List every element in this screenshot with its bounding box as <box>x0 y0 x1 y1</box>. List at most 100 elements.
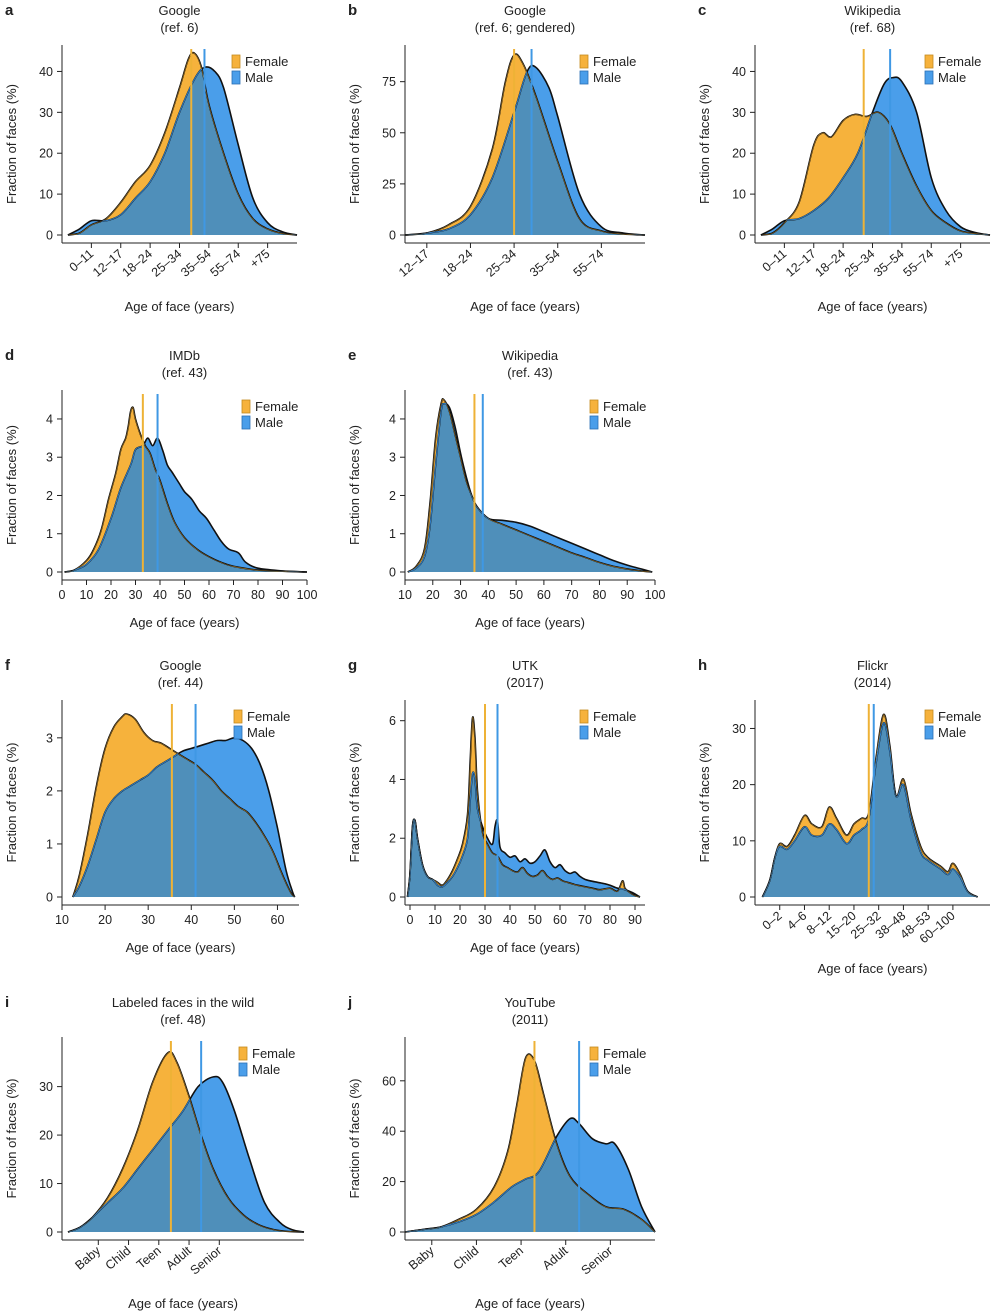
y-tick-label: 20 <box>732 778 746 792</box>
x-tick-label: Child <box>451 1244 482 1273</box>
x-tick-label: 55–74 <box>901 247 937 280</box>
panel-subtitle: (2011) <box>512 1012 549 1027</box>
y-axis-label: Fraction of faces (%) <box>697 84 712 204</box>
x-tick-label: 10 <box>398 588 412 602</box>
legend-female-swatch <box>924 54 934 69</box>
panel-e: e Wikipedia (ref. 43) 0 1 2 3 4 10 20 30 40 50 60 70 80… <box>347 347 665 630</box>
legend-female-swatch <box>233 709 243 724</box>
x-tick-label: 35–54 <box>178 247 214 280</box>
x-tick-label: 50 <box>528 913 542 927</box>
x-tick-label: Child <box>103 1244 134 1273</box>
legend-female-swatch <box>589 1046 599 1061</box>
legend-female-label: Female <box>593 54 636 69</box>
y-axis-label: Fraction of faces (%) <box>4 425 19 545</box>
legend-male-swatch <box>589 415 599 430</box>
legend-male-label: Male <box>938 70 966 85</box>
panel-subtitle: (ref. 48) <box>160 1012 206 1027</box>
y-axis-label: Fraction of faces (%) <box>347 1079 362 1199</box>
legend-female-label: Female <box>603 399 646 414</box>
legend-male-label: Male <box>252 1062 280 1077</box>
x-tick-label: 80 <box>592 588 606 602</box>
panel-title: UTK <box>512 658 538 673</box>
y-tick-label: 10 <box>732 834 746 848</box>
x-axis-label: Age of face (years) <box>128 1296 238 1311</box>
legend-female-label: Female <box>247 709 290 724</box>
panel-c: c Wikipedia(ref. 68)0102030400–1112–1718–… <box>697 2 991 314</box>
x-tick-label: Senior <box>188 1244 225 1278</box>
panel-a: a Google(ref. 6)0102030400–1112–1718–2425… <box>4 2 298 314</box>
y-tick-label: 40 <box>39 65 53 79</box>
legend-female-label: Female <box>603 1046 646 1061</box>
y-tick-label: 30 <box>39 1080 53 1094</box>
x-tick-label: 60 <box>553 913 567 927</box>
x-axis-label: Age of face (years) <box>126 940 236 955</box>
y-tick-label: 3 <box>46 731 53 745</box>
y-tick-label: 0 <box>389 891 396 905</box>
legend-female-swatch <box>238 1046 248 1061</box>
y-axis-label: Fraction of faces (%) <box>697 743 712 863</box>
panel-subtitle: (2014) <box>854 675 892 690</box>
legend-male-swatch <box>924 725 934 740</box>
legend-female-swatch <box>579 54 589 69</box>
x-tick-label: 60 <box>202 588 216 602</box>
panel-subtitle: (ref. 44) <box>158 675 204 690</box>
x-tick-label: 40 <box>153 588 167 602</box>
x-axis-label: Age of face (years) <box>818 961 928 976</box>
overlap-area <box>762 722 978 897</box>
y-tick-label: 30 <box>39 106 53 120</box>
panel-letter: a <box>5 2 14 19</box>
legend-female-swatch <box>231 54 241 69</box>
panel-subtitle: (ref. 68) <box>850 20 896 35</box>
panel-title: Wikipedia <box>844 3 901 18</box>
x-tick-label: 0–2 <box>760 909 785 933</box>
y-tick-label: 2 <box>46 489 53 503</box>
x-tick-label: 25–34 <box>149 247 185 280</box>
x-tick-label: 25–34 <box>842 247 878 280</box>
x-tick-label: 90 <box>276 588 290 602</box>
x-tick-label: 0 <box>407 913 414 927</box>
x-tick-label: 40 <box>184 913 198 927</box>
x-axis-label: Age of face (years) <box>130 615 240 630</box>
y-tick-label: 4 <box>46 412 53 426</box>
y-axis-label: Fraction of faces (%) <box>4 743 19 863</box>
x-tick-label: 40 <box>503 913 517 927</box>
legend-female-swatch <box>589 399 599 414</box>
x-tick-label: 50 <box>227 913 241 927</box>
x-tick-label: Senior <box>579 1244 616 1278</box>
panel-f: f Google (ref. 44) 0 1 2 3 10 20 30 40 50 60 Age of f… <box>4 657 299 955</box>
y-tick-label: 0 <box>389 566 396 580</box>
x-tick-label: 55–74 <box>208 247 244 280</box>
overlap-area <box>405 65 645 235</box>
y-tick-label: 20 <box>732 147 746 161</box>
y-tick-label: 6 <box>389 714 396 728</box>
x-tick-label: 20 <box>453 913 467 927</box>
panel-letter: j <box>347 994 352 1011</box>
y-tick-label: 4 <box>389 412 396 426</box>
panel-letter: b <box>348 2 357 19</box>
panel-letter: g <box>348 657 357 674</box>
x-axis-label: Age of face (years) <box>470 299 580 314</box>
y-axis-label: Fraction of faces (%) <box>347 743 362 863</box>
y-tick-label: 2 <box>46 784 53 798</box>
legend-male-swatch <box>238 1062 248 1077</box>
x-tick-label: 40 <box>481 588 495 602</box>
panel-letter: i <box>5 994 9 1011</box>
y-tick-label: 20 <box>382 1175 396 1189</box>
legend-female-label: Female <box>255 399 298 414</box>
x-tick-label: 35–54 <box>527 247 563 280</box>
x-tick-label: Teen <box>134 1244 164 1272</box>
x-tick-label: 100 <box>645 588 666 602</box>
panel-title: Google <box>160 658 202 673</box>
legend-male-swatch <box>589 1062 599 1077</box>
legend-male-swatch <box>924 70 934 85</box>
legend-female-swatch <box>579 709 589 724</box>
x-tick-label: 10 <box>55 913 69 927</box>
overlap-area <box>407 772 640 897</box>
x-tick-label: 10 <box>428 913 442 927</box>
y-tick-label: 20 <box>39 1129 53 1143</box>
x-tick-label: 60 <box>271 913 285 927</box>
y-tick-label: 40 <box>732 65 746 79</box>
panel-title: Google <box>504 3 546 18</box>
